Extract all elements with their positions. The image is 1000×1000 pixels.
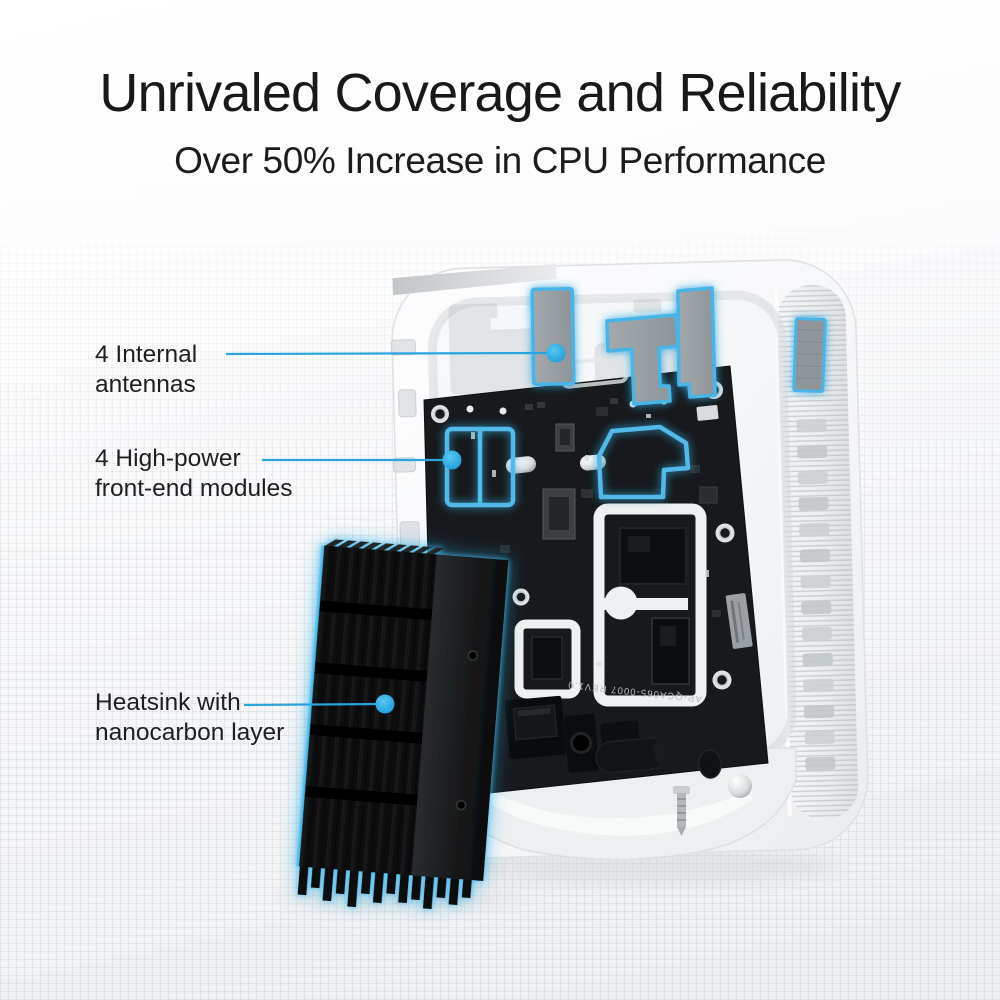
pcb-components [471, 398, 721, 666]
callout-lines [225, 351, 557, 707]
dc-jack [563, 713, 600, 773]
callout-label-fem-line2: front-end modules [95, 475, 293, 502]
callout-line-heatsink [243, 702, 386, 707]
rf-shield-outline-large [593, 503, 707, 707]
callout-dots [375, 343, 566, 714]
callout-dot-antennas [546, 343, 566, 363]
pcb-label-sticker [696, 405, 719, 421]
antenna-4 [792, 317, 827, 393]
page-title: Unrivaled Coverage and Reliability [99, 63, 901, 123]
callout-label-fem-line1: 4 High-power [95, 445, 241, 472]
callout-label-heatsink-line1: Heatsink with [95, 689, 241, 716]
chrome-dome-screw [728, 774, 752, 798]
vent-slot-column [796, 418, 836, 771]
heatsink-rim-light [296, 545, 325, 867]
antenna-3 [676, 286, 717, 399]
page-subtitle: Over 50% Increase in CPU Performance [174, 140, 826, 181]
mounting-screw [673, 786, 690, 836]
heatsink [296, 539, 509, 910]
heatsink-base-plate [411, 554, 509, 882]
callout-label-heatsink-line2: nanocarbon layer [95, 719, 285, 746]
heatsink-fin-tops [325, 539, 445, 555]
pcb-sticker [725, 593, 753, 649]
callout-label-antennas-line1: 4 Internal [95, 341, 198, 368]
rf-shield-outline-small [514, 619, 581, 699]
callout-dot-heatsink [375, 694, 395, 714]
pcb-screws [431, 381, 735, 690]
top-cap [392, 263, 557, 296]
capacitor [698, 749, 722, 779]
antennas [530, 286, 827, 406]
callout-label-fem: 4 High-power front-end modules [95, 444, 292, 504]
callout-label-antennas-line2: antennas [95, 371, 196, 398]
heatsink-notches [304, 600, 433, 806]
callout-dot-fem [442, 450, 462, 470]
antenna-1 [530, 286, 576, 387]
reset-button [595, 720, 670, 774]
callout-label-heatsink: Heatsink with nanocarbon layer [95, 688, 284, 748]
front-end-module-2 [596, 424, 691, 500]
ethernet-port [504, 695, 567, 760]
callout-label-antennas: 4 Internal antennas [95, 340, 197, 400]
callout-line-antennas [225, 351, 557, 356]
pcb: AP-QCA065-0007 REV1.0 [423, 355, 769, 836]
heatsink-bottom-teeth [297, 866, 472, 910]
